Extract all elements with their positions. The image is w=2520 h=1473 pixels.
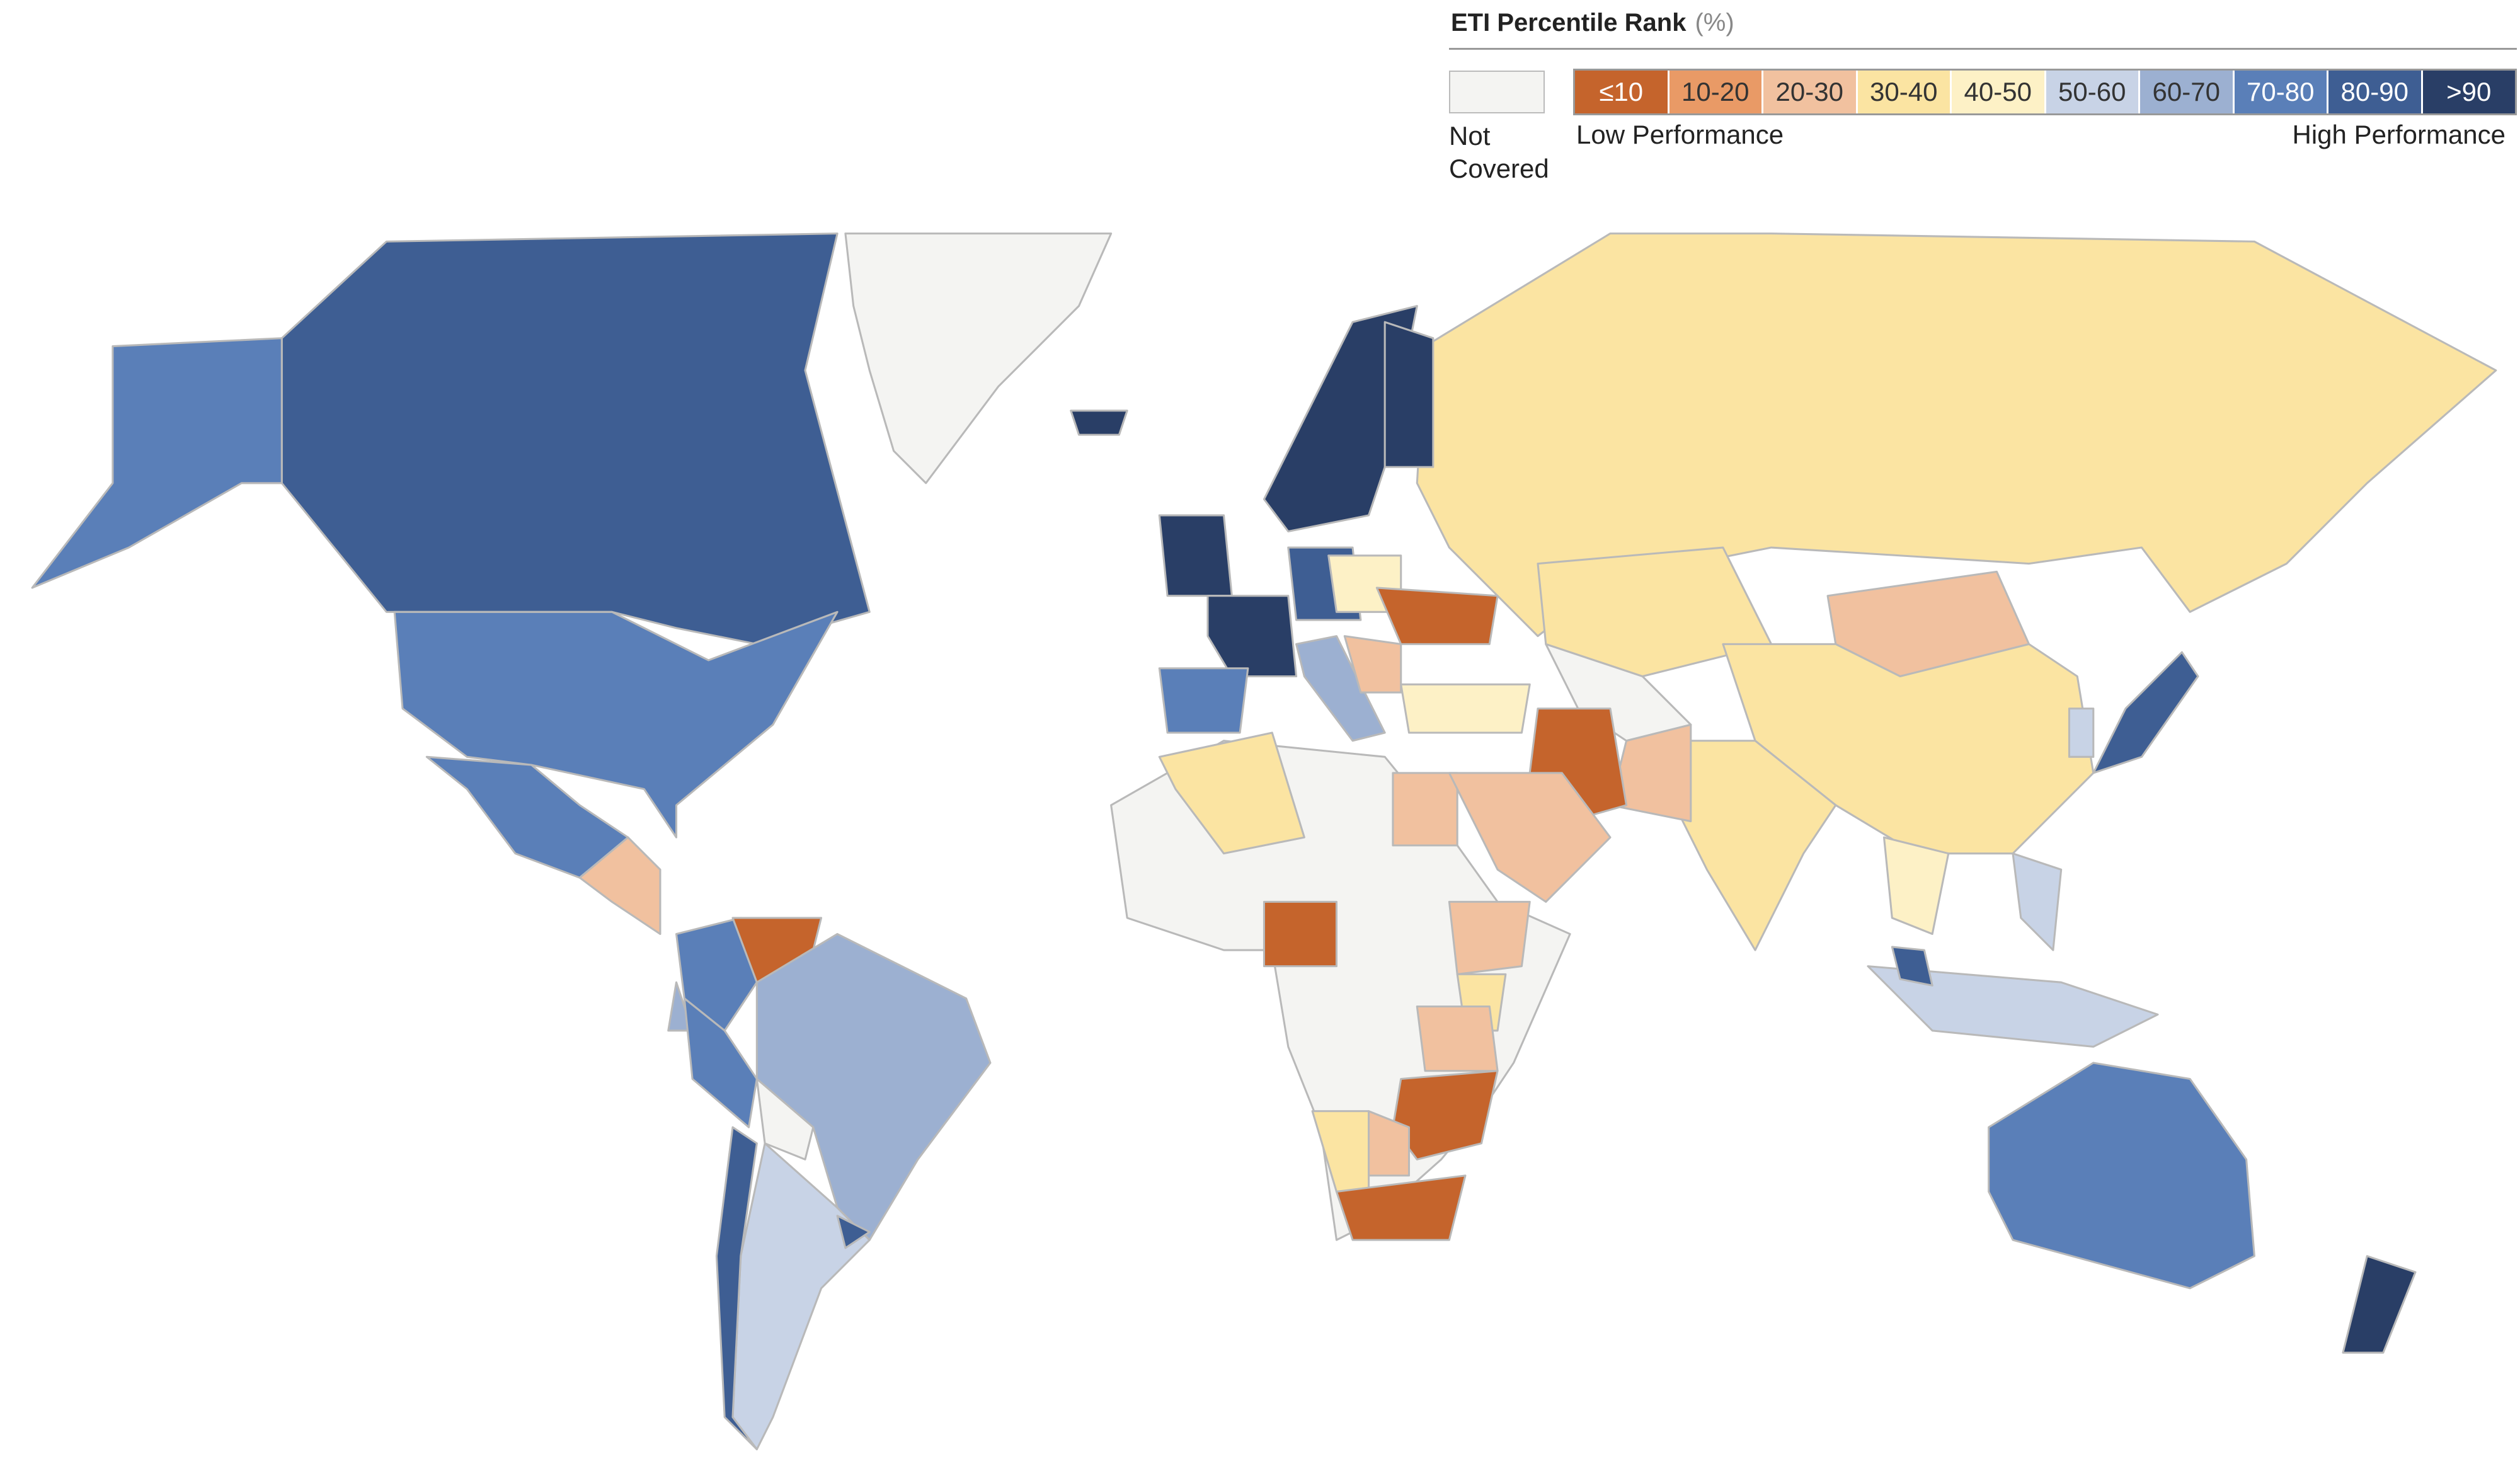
usa [393, 610, 839, 839]
legend-swatch: 20-30 [1763, 71, 1858, 113]
uk [1158, 514, 1233, 597]
legend-swatch: 40-50 [1952, 71, 2046, 113]
alaska [31, 337, 283, 589]
philippines [2012, 852, 2063, 951]
chile [715, 1126, 758, 1450]
ethiopia [1448, 900, 1531, 975]
legend-unit: (%) [1695, 9, 1734, 37]
kazakhstan [1537, 546, 1773, 678]
legend-swatch: 50-60 [2046, 71, 2140, 113]
thailand [1882, 836, 1950, 936]
bolivia [755, 1077, 815, 1161]
greenland [844, 232, 1113, 484]
malaysia [1891, 946, 1933, 987]
namibia [1311, 1110, 1370, 1193]
finland [1383, 321, 1435, 468]
high-label: High Performance [2292, 120, 2506, 149]
spain [1158, 667, 1249, 734]
mozambique [1392, 1070, 1499, 1161]
iceland [1070, 410, 1128, 436]
new-zealand [2342, 1255, 2417, 1354]
colombia [675, 917, 758, 1032]
not-covered-label: Not Covered [1449, 121, 1549, 183]
legend-title: ETI Percentile Rank (%) [1451, 9, 1734, 37]
ukraine [1375, 587, 1499, 645]
turkey [1400, 683, 1531, 734]
not-covered-swatch [1449, 71, 1545, 113]
legend-title-text: ETI Percentile Rank [1451, 9, 1687, 37]
balkans [1343, 635, 1402, 694]
legend-swatch: 10-20 [1669, 71, 1763, 113]
legend-swatch: 30-40 [1857, 71, 1952, 113]
legend-frame [1573, 69, 2517, 115]
tanzania [1416, 1005, 1499, 1072]
legend-swatch: >90 [2422, 71, 2517, 113]
central-america [578, 836, 662, 936]
egypt [1392, 772, 1458, 847]
korea [2068, 708, 2095, 758]
legend-swatch: 80-90 [2328, 71, 2423, 113]
japan [2092, 651, 2199, 774]
legend-swatch: 60-70 [2140, 71, 2235, 113]
peru [683, 997, 758, 1128]
botswana [1368, 1110, 1411, 1177]
south-africa [1335, 1174, 1467, 1241]
legend-swatch: 70-80 [2234, 71, 2328, 113]
indonesia [1867, 965, 2159, 1048]
saudi-arabia [1448, 772, 1612, 903]
legend-swatch: ≤10 [1575, 71, 1670, 113]
australia [1988, 1062, 2255, 1290]
algeria [1158, 731, 1305, 855]
uruguay [836, 1215, 871, 1249]
legend-rule [1449, 48, 2517, 50]
france [1206, 595, 1298, 678]
italy [1295, 635, 1386, 742]
russia [1416, 232, 2497, 638]
low-label: Low Performance [1576, 120, 1784, 149]
canada [280, 232, 871, 645]
nigeria [1263, 900, 1338, 968]
